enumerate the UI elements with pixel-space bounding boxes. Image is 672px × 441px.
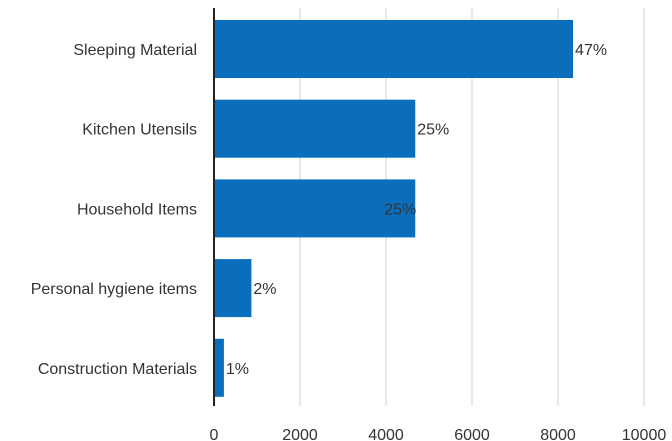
data-label: 1% (226, 361, 249, 378)
x-tick-label: 6000 (454, 427, 490, 441)
data-labels: 47% 25% 25% 2% 1% (226, 42, 607, 378)
tick-labels: 0 2000 4000 6000 8000 10000 (210, 427, 667, 441)
data-label: 25% (417, 122, 449, 139)
x-tick-label: 2000 (282, 427, 318, 441)
category-label: Construction Materials (38, 361, 197, 378)
x-tick-label: 8000 (540, 427, 576, 441)
bar (214, 338, 224, 397)
category-label: Household Items (77, 201, 197, 218)
category-labels: Sleeping Material Kitchen Utensils Househo… (31, 42, 197, 378)
category-label: Personal hygiene items (31, 281, 197, 298)
x-tick-label: 4000 (368, 427, 404, 441)
x-tick-label: 10000 (622, 427, 667, 441)
data-label: 2% (253, 281, 276, 298)
bar (214, 259, 252, 318)
bar (214, 179, 416, 238)
bar (214, 20, 574, 78)
data-label: 25% (384, 201, 416, 218)
bar (214, 99, 416, 158)
data-label: 47% (575, 42, 607, 59)
category-label: Kitchen Utensils (82, 122, 197, 139)
bars (214, 20, 574, 397)
x-tick-label: 0 (210, 427, 219, 441)
category-label: Sleeping Material (73, 42, 197, 59)
